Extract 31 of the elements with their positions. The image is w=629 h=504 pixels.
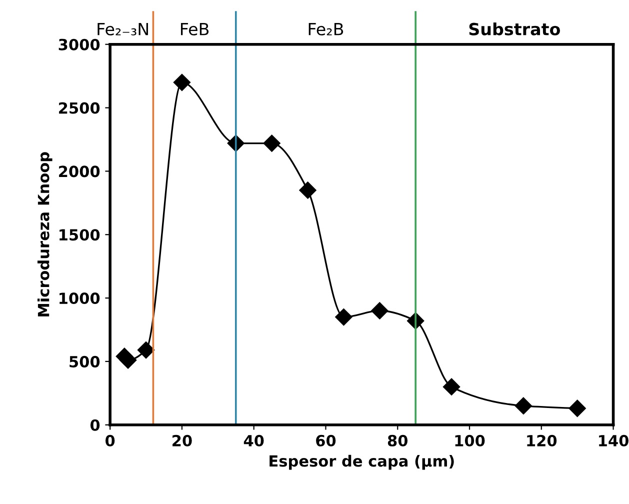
text: FeB — [180, 23, 209, 36]
point — [137, 341, 155, 359]
x-tick-label: 60 — [316, 434, 336, 446]
x-tick-label: 20 — [172, 434, 192, 446]
point — [371, 302, 388, 320]
x-tick-label: 40 — [244, 434, 264, 446]
point — [568, 400, 586, 417]
y-axis-title: Microdureza Knoop — [37, 152, 52, 316]
point — [173, 74, 191, 91]
point — [335, 308, 352, 326]
point — [299, 182, 316, 199]
x-tick-label: 100 — [455, 434, 485, 446]
y-tick-label: 1000 — [60, 292, 100, 304]
text: Fe₂₋₃N — [98, 23, 148, 36]
x-tick-label: 80 — [388, 434, 408, 446]
point — [119, 352, 137, 369]
x-tick-label: 0 — [105, 434, 115, 446]
y-tick-label: 2000 — [59, 166, 100, 178]
text: Fe₂B — [308, 23, 344, 36]
point — [263, 134, 280, 152]
y-tick-label: 2500 — [59, 102, 100, 114]
x-tick-label: 140 — [599, 434, 628, 446]
y-tick-label: 3000 — [58, 38, 100, 50]
x-axis-title: Espesor de capa (µm) — [270, 454, 454, 470]
text: Substrato — [469, 22, 560, 36]
y-tick-label: 0 — [90, 419, 100, 431]
y-tick-label: 1500 — [60, 229, 100, 241]
y-tick-label: 500 — [70, 356, 100, 368]
point — [442, 378, 460, 396]
point — [514, 397, 532, 414]
x-tick-label: 120 — [527, 434, 557, 446]
